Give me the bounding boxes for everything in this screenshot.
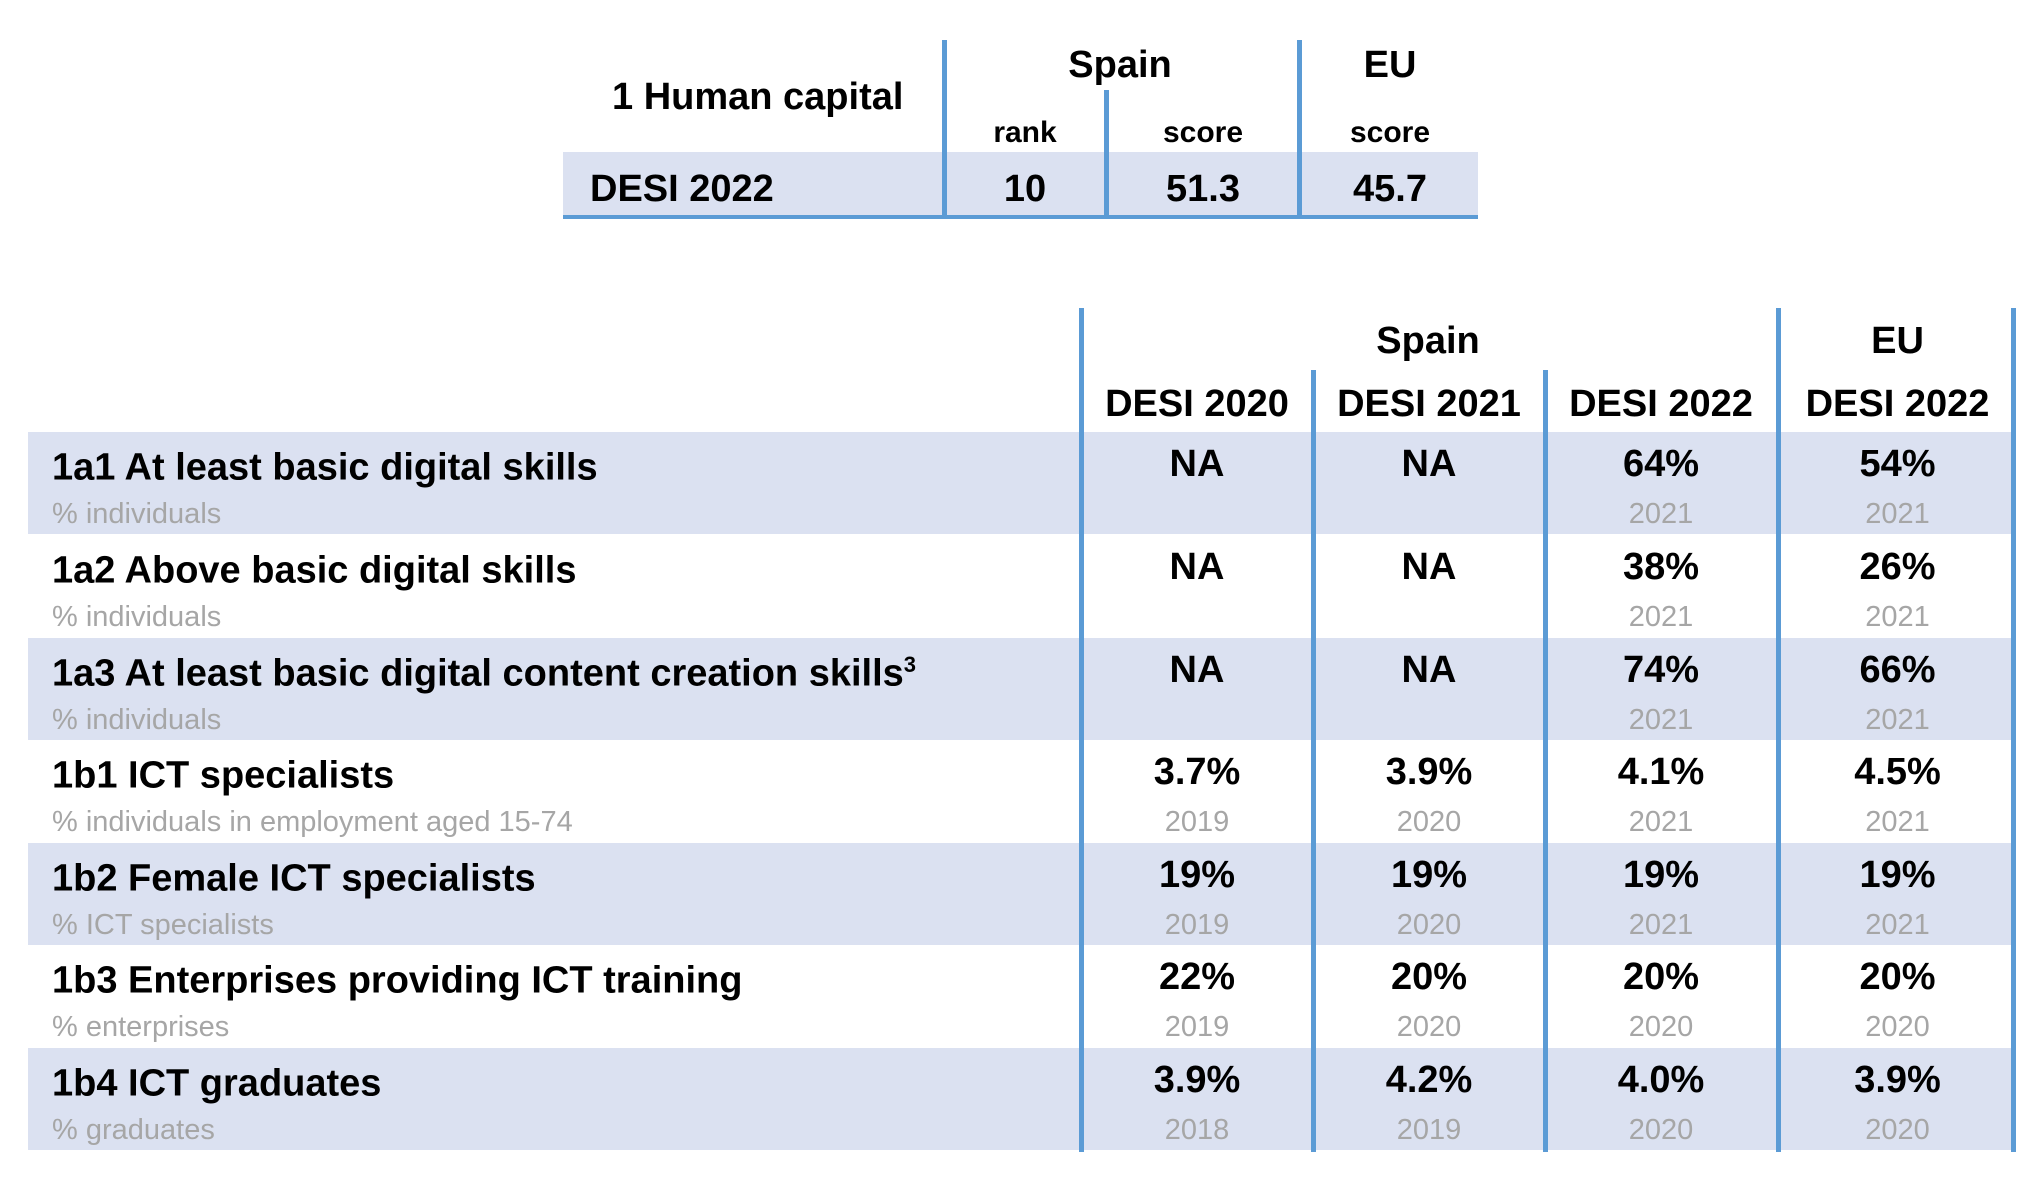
value-cell: NA — [1401, 546, 1457, 588]
value-cell: 19% — [1622, 854, 1700, 896]
summary-title: 1 Human capital — [612, 76, 904, 118]
value-cell: 4.1% — [1617, 751, 1705, 793]
value-cell: 4.2% — [1385, 1059, 1473, 1101]
value-cell: 20% — [1622, 956, 1700, 998]
value-cell: 38% — [1622, 546, 1700, 588]
summary-spain-score-value: 51.3 — [1166, 168, 1240, 210]
value-cell: 54% — [1859, 443, 1936, 485]
indicator-unit: % individuals — [52, 601, 222, 633]
indicator-label: 1b1 ICT specialists — [52, 754, 395, 797]
value-cell: 19% — [1859, 854, 1936, 896]
value-cell: 20% — [1859, 956, 1936, 998]
indicator-label: 1b3 Enterprises providing ICT training — [52, 959, 743, 1002]
column-divider — [1079, 308, 1084, 1152]
year-cell: 2020 — [1628, 1114, 1694, 1146]
indicator-label: 1a3 At least basic digital content creat… — [52, 652, 917, 695]
summary-rank-header: rank — [993, 116, 1057, 149]
summary-band — [563, 152, 1478, 216]
column-header-desi-2021: DESI 2021 — [1337, 383, 1521, 425]
year-cell: 2021 — [1865, 909, 1930, 941]
value-cell: NA — [1401, 443, 1457, 485]
summary-divider — [1297, 40, 1302, 218]
year-cell: 2020 — [1396, 1011, 1462, 1043]
value-cell: NA — [1401, 649, 1457, 691]
year-cell: 2021 — [1628, 909, 1694, 941]
value-cell: 19% — [1390, 854, 1468, 896]
indicator-unit: % individuals — [52, 704, 222, 736]
year-cell: 2019 — [1164, 909, 1230, 941]
year-cell: 2021 — [1865, 498, 1930, 530]
summary-eu-score-header: score — [1349, 116, 1431, 149]
summary-bottom-rule — [563, 215, 1478, 219]
summary-spain-score-header: score — [1162, 116, 1244, 149]
year-cell: 2021 — [1628, 601, 1694, 633]
year-cell: 2021 — [1865, 806, 1930, 838]
value-cell: 64% — [1622, 443, 1700, 485]
summary-rank-value: 10 — [1003, 168, 1047, 210]
summary-spain-header: Spain — [1068, 44, 1172, 86]
row-band — [28, 638, 2016, 740]
value-cell: 3.9% — [1153, 1059, 1241, 1101]
column-header-desi-2022: DESI 2022 — [1569, 383, 1753, 425]
summary-row-label: DESI 2022 — [590, 168, 774, 210]
column-divider — [1311, 370, 1316, 1152]
row-band — [28, 1048, 2016, 1150]
summary-eu-header: EU — [1363, 44, 1417, 86]
summary-eu-score-value: 45.7 — [1353, 168, 1427, 210]
value-cell: 3.9% — [1854, 1059, 1941, 1101]
row-band — [28, 843, 2016, 945]
year-cell: 2021 — [1628, 704, 1694, 736]
year-cell: 2020 — [1865, 1011, 1930, 1043]
value-cell: 4.5% — [1854, 751, 1941, 793]
value-cell: 20% — [1390, 956, 1468, 998]
summary-divider — [1104, 90, 1109, 218]
value-cell: NA — [1169, 546, 1225, 588]
year-cell: 2019 — [1396, 1114, 1462, 1146]
value-cell: 66% — [1859, 649, 1936, 691]
value-cell: 26% — [1859, 546, 1936, 588]
year-cell: 2021 — [1628, 498, 1694, 530]
column-divider — [1776, 308, 1781, 1152]
year-cell: 2019 — [1164, 1011, 1230, 1043]
column-divider — [1543, 370, 1548, 1152]
year-cell: 2019 — [1164, 806, 1230, 838]
value-cell: NA — [1169, 649, 1225, 691]
year-cell: 2021 — [1628, 806, 1694, 838]
indicator-label: 1a1 At least basic digital skills — [52, 446, 598, 489]
column-header-desi-2020: DESI 2020 — [1105, 383, 1289, 425]
year-cell: 2020 — [1396, 909, 1462, 941]
indicator-label: 1b4 ICT graduates — [52, 1062, 382, 1105]
detail-spain-header: Spain — [1376, 320, 1480, 362]
year-cell: 2021 — [1865, 601, 1930, 633]
indicator-unit: % individuals — [52, 498, 222, 530]
indicator-unit: % enterprises — [52, 1011, 230, 1043]
value-cell: 19% — [1158, 854, 1236, 896]
column-divider — [2011, 308, 2016, 1152]
value-cell: NA — [1169, 443, 1225, 485]
year-cell: 2021 — [1865, 704, 1930, 736]
indicator-label: 1a2 Above basic digital skills — [52, 549, 577, 592]
year-cell: 2020 — [1865, 1114, 1930, 1146]
value-cell: 3.9% — [1385, 751, 1473, 793]
value-cell: 3.7% — [1153, 751, 1241, 793]
value-cell: 74% — [1622, 649, 1700, 691]
row-band — [28, 432, 2016, 534]
summary-divider — [942, 40, 947, 218]
column-header-eu-desi-2022: DESI 2022 — [1805, 383, 1990, 425]
indicator-unit: % ICT specialists — [52, 909, 274, 941]
detail-eu-header: EU — [1871, 320, 1924, 362]
indicator-unit: % graduates — [52, 1114, 215, 1146]
indicator-unit: % individuals in employment aged 15-74 — [52, 806, 573, 838]
year-cell: 2018 — [1164, 1114, 1230, 1146]
year-cell: 2020 — [1628, 1011, 1694, 1043]
value-cell: 4.0% — [1617, 1059, 1705, 1101]
year-cell: 2020 — [1396, 806, 1462, 838]
value-cell: 22% — [1158, 956, 1236, 998]
indicator-label: 1b2 Female ICT specialists — [52, 857, 536, 900]
